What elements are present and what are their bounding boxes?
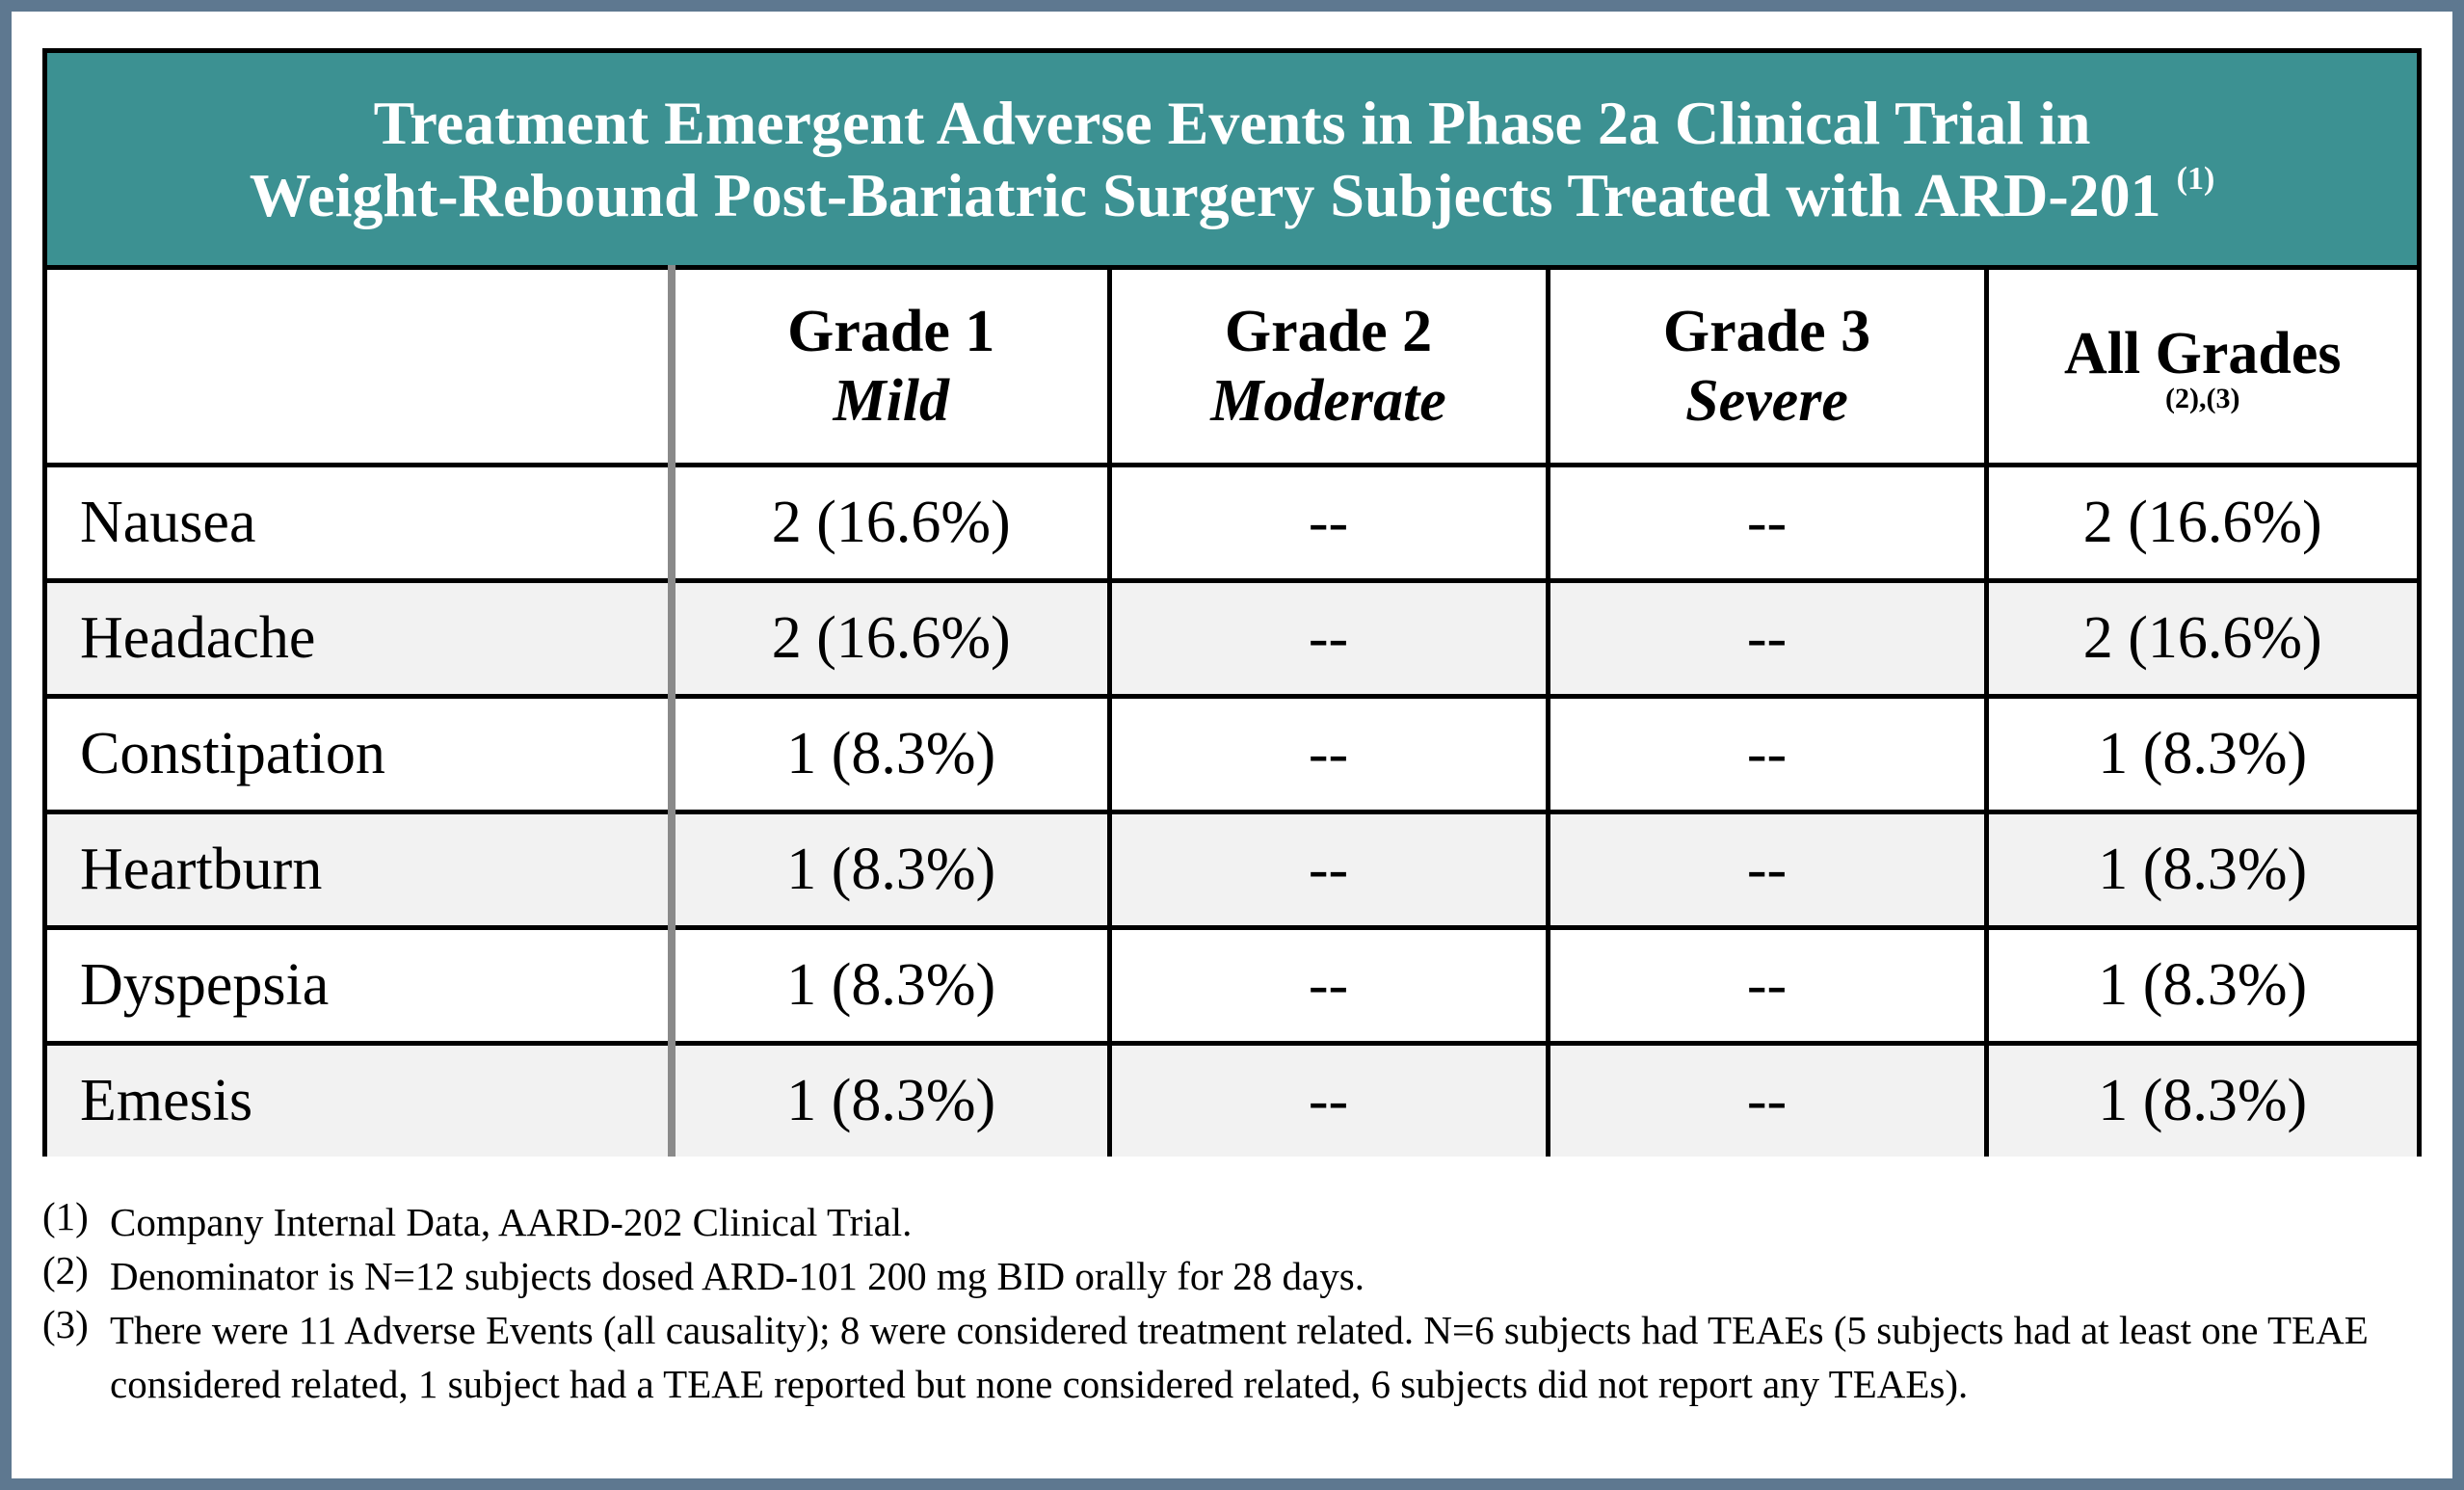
table-row: Heartburn 1 (8.3%) -- -- 1 (8.3%) <box>47 810 2417 930</box>
grade-3-value: -- <box>1545 694 1989 814</box>
header-label: Grade 3 <box>1662 299 1871 364</box>
grade-2-value: -- <box>1106 578 1550 699</box>
footnote: (1) Company Internal Data, AARD-202 Clin… <box>42 1194 2451 1249</box>
header-label: Grade 1 <box>787 299 995 364</box>
footnote: (2) Denominator is N=12 subjects dosed A… <box>42 1248 2451 1303</box>
table-row: Emesis 1 (8.3%) -- -- 1 (8.3%) <box>47 1041 2417 1157</box>
grade-1-value: 2 (16.6%) <box>669 463 1112 583</box>
footnote: (3) There were 11 Adverse Events (all ca… <box>42 1302 2451 1411</box>
grade-2-value: -- <box>1106 810 1550 930</box>
table-row: Dyspepsia 1 (8.3%) -- -- 1 (8.3%) <box>47 925 2417 1046</box>
header-row: Grade 1 Mild Grade 2 Moderate Grade 3 Sever… <box>47 265 2417 467</box>
event-name: Emesis <box>47 1041 676 1157</box>
grade-2-value: -- <box>1106 694 1550 814</box>
data-table: Grade 1 Mild Grade 2 Moderate Grade 3 Sever… <box>47 265 2417 1157</box>
footnotes: (1) Company Internal Data, AARD-202 Clin… <box>42 1194 2451 1411</box>
all-grades-value: 1 (8.3%) <box>1983 925 2417 1046</box>
grade-2-value: -- <box>1106 925 1550 1046</box>
page: Treatment Emergent Adverse Events in Pha… <box>12 12 2452 1478</box>
header-sub: Moderate <box>1210 368 1446 434</box>
grade-2-value: -- <box>1106 463 1550 583</box>
footnote-text: Denominator is N=12 subjects dosed ARD-1… <box>110 1254 1364 1298</box>
table-row: Headache 2 (16.6%) -- -- 2 (16.6%) <box>47 578 2417 699</box>
grade-3-value: -- <box>1545 578 1989 699</box>
event-name: Headache <box>47 578 676 699</box>
header-all-grades: All Grades (2),(3) <box>1983 265 2417 467</box>
header-cell-empty <box>47 265 676 467</box>
adverse-events-table: Treatment Emergent Adverse Events in Pha… <box>42 48 2422 1157</box>
header-label: Grade 2 <box>1224 299 1433 364</box>
footnote-text: Company Internal Data, AARD-202 Clinical… <box>110 1200 913 1244</box>
title-line-2-text: Weight-Rebound Post-Bariatric Surgery Su… <box>249 161 2161 229</box>
header-sub: Severe <box>1685 368 1848 434</box>
all-grades-value: 2 (16.6%) <box>1983 463 2417 583</box>
footnote-number: (1) <box>42 1194 89 1238</box>
footnote-number: (3) <box>42 1302 89 1346</box>
header-grade-2: Grade 2 Moderate <box>1106 265 1550 467</box>
table-row: Constipation 1 (8.3%) -- -- 1 (8.3%) <box>47 694 2417 814</box>
grade-2-value: -- <box>1106 1041 1550 1157</box>
all-grades-value: 1 (8.3%) <box>1983 1041 2417 1157</box>
title-footnote-ref: (1) <box>2176 161 2215 197</box>
event-name: Nausea <box>47 463 676 583</box>
all-grades-value: 2 (16.6%) <box>1983 578 2417 699</box>
grade-3-value: -- <box>1545 1041 1989 1157</box>
all-grades-value: 1 (8.3%) <box>1983 810 2417 930</box>
header-footnote-refs: (2),(3) <box>2165 383 2240 414</box>
event-name: Dyspepsia <box>47 925 676 1046</box>
footnote-text: There were 11 Adverse Events (all causal… <box>110 1308 2369 1406</box>
grade-1-value: 1 (8.3%) <box>669 694 1112 814</box>
event-name: Constipation <box>47 694 676 814</box>
grade-1-value: 1 (8.3%) <box>669 925 1112 1046</box>
grade-3-value: -- <box>1545 810 1989 930</box>
title-line-1: Treatment Emergent Adverse Events in Pha… <box>373 89 2091 157</box>
grade-3-value: -- <box>1545 463 1989 583</box>
grade-1-value: 1 (8.3%) <box>669 1041 1112 1157</box>
all-grades-value: 1 (8.3%) <box>1983 694 2417 814</box>
grade-1-value: 1 (8.3%) <box>669 810 1112 930</box>
table-row: Nausea 2 (16.6%) -- -- 2 (16.6%) <box>47 463 2417 583</box>
header-sub: Mild <box>833 368 950 434</box>
grade-3-value: -- <box>1545 925 1989 1046</box>
grade-1-value: 2 (16.6%) <box>669 578 1112 699</box>
header-label: All Grades <box>2063 321 2342 386</box>
header-grade-3: Grade 3 Severe <box>1545 265 1989 467</box>
header-grade-1: Grade 1 Mild <box>669 265 1112 467</box>
event-name: Heartburn <box>47 810 676 930</box>
title-line-2: Weight-Rebound Post-Bariatric Surgery Su… <box>47 159 2417 231</box>
table-title: Treatment Emergent Adverse Events in Pha… <box>47 53 2417 265</box>
footnote-number: (2) <box>42 1248 89 1292</box>
